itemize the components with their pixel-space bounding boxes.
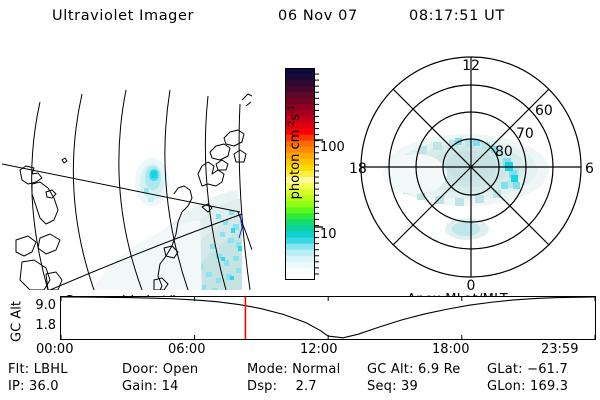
mlt-label-6: 6	[585, 161, 594, 177]
status-gcalt-label: GC Alt:	[367, 362, 414, 377]
status-door-value: Open	[162, 362, 199, 377]
xtick-1800: 18:00	[432, 342, 470, 357]
spacecraft-track-marker	[238, 213, 243, 239]
observation-date: 06 Nov 07	[278, 8, 358, 24]
coastlines	[15, 93, 252, 290]
status-gain-value: 14	[161, 379, 179, 394]
status-glon-label: GLon:	[487, 379, 526, 394]
status-ip-value: 36.0	[29, 379, 59, 394]
status-flight-label: Flt:	[8, 362, 30, 377]
longitude-graticule	[31, 89, 251, 290]
status-seq: Seq: 39	[367, 379, 418, 394]
instrument-title: Ultraviolet Imager	[52, 8, 195, 24]
status-ip-label: IP:	[8, 379, 25, 394]
xtick-0000: 00:00	[36, 342, 74, 357]
status-gain-label: Gain:	[122, 379, 158, 394]
status-seq-label: Seq:	[367, 379, 397, 394]
status-flight-value: LBHL	[33, 362, 68, 377]
colorbar-panel: photon cm-2s-1 100 10	[258, 58, 345, 290]
status-mode: Mode: Normal	[247, 362, 340, 377]
colorbar-tick-100: 100	[320, 140, 345, 155]
colorbar-label-mid: s	[288, 113, 304, 121]
xtick-1200: 12:00	[300, 342, 338, 357]
status-gcalt-value: 6.9 Re	[418, 362, 461, 377]
geographic-map-svg	[2, 42, 252, 290]
xtick-2359: 23:59	[541, 342, 579, 357]
mlt-label-18: 18	[349, 161, 367, 177]
lat-label-80: 80	[495, 144, 513, 160]
status-flight: Flt: LBHL	[8, 362, 68, 377]
xtick-0600: 06:00	[168, 342, 206, 357]
apex-polar-panel: 12 6 0 18 60 70 80 Apex MLat/MLT	[345, 42, 597, 307]
aurora-bright-patch	[135, 158, 169, 206]
status-door: Door: Open	[122, 362, 198, 377]
mlt-spokes	[361, 57, 581, 277]
gc-alt-plot-area	[60, 296, 596, 340]
geographic-map-panel: Geographic Lat/Lon	[2, 42, 252, 309]
colorbar-tick-10: 10	[320, 227, 337, 242]
status-glat: GLat: −61.7	[487, 362, 568, 377]
status-panel: Flt: LBHL Door: Open Mode: Normal GC Alt…	[0, 362, 600, 400]
latitude-graticule	[2, 163, 252, 290]
colorbar-label-exp1: -2	[286, 120, 297, 130]
gc-alt-curve	[60, 296, 596, 339]
status-dsp-value: 2.7	[295, 379, 317, 394]
colorbar-label-main: photon cm	[288, 129, 304, 200]
status-gain: Gain: 14	[122, 379, 179, 394]
header-bar: Ultraviolet Imager 06 Nov 07 08:17:51 UT	[0, 6, 600, 30]
observation-time: 08:17:51 UT	[409, 8, 505, 24]
lat-label-70: 70	[516, 126, 534, 142]
apex-polar-svg: 12 6 0 18 60 70 80	[345, 42, 597, 292]
gc-alt-ytick-max: 9.0	[35, 298, 56, 313]
status-glon: GLon: 169.3	[487, 379, 568, 394]
colorbar-axis-label: photon cm-2s-1	[287, 67, 303, 237]
colorbar-swatches	[285, 68, 323, 280]
status-glat-label: GLat:	[487, 362, 523, 377]
status-mode-label: Mode:	[247, 362, 288, 377]
status-seq-value: 39	[401, 379, 418, 394]
status-ip: IP: 36.0	[8, 379, 59, 394]
mlt-label-12: 12	[462, 58, 480, 74]
status-glon-value: 169.3	[530, 379, 569, 394]
gc-alt-ytick-min: 1.8	[35, 318, 56, 333]
mlt-label-0: 0	[467, 278, 476, 292]
colorbar-label-exp2: -1	[286, 104, 297, 114]
status-glat-value: −61.7	[527, 362, 568, 377]
status-dsp-label: Dsp:	[247, 379, 278, 394]
status-door-label: Door:	[122, 362, 159, 377]
lat-label-60: 60	[535, 103, 553, 119]
status-gcalt: GC Alt: 6.9 Re	[367, 362, 460, 377]
status-mode-value: Normal	[292, 362, 341, 377]
aurora-emission-apex	[383, 134, 549, 240]
status-dsp: Dsp: 2.7	[247, 379, 317, 394]
gc-altitude-strip-chart: GC Alt 9.0 1.8 00:00 06:00 12:00 18:00 2…	[0, 292, 600, 357]
